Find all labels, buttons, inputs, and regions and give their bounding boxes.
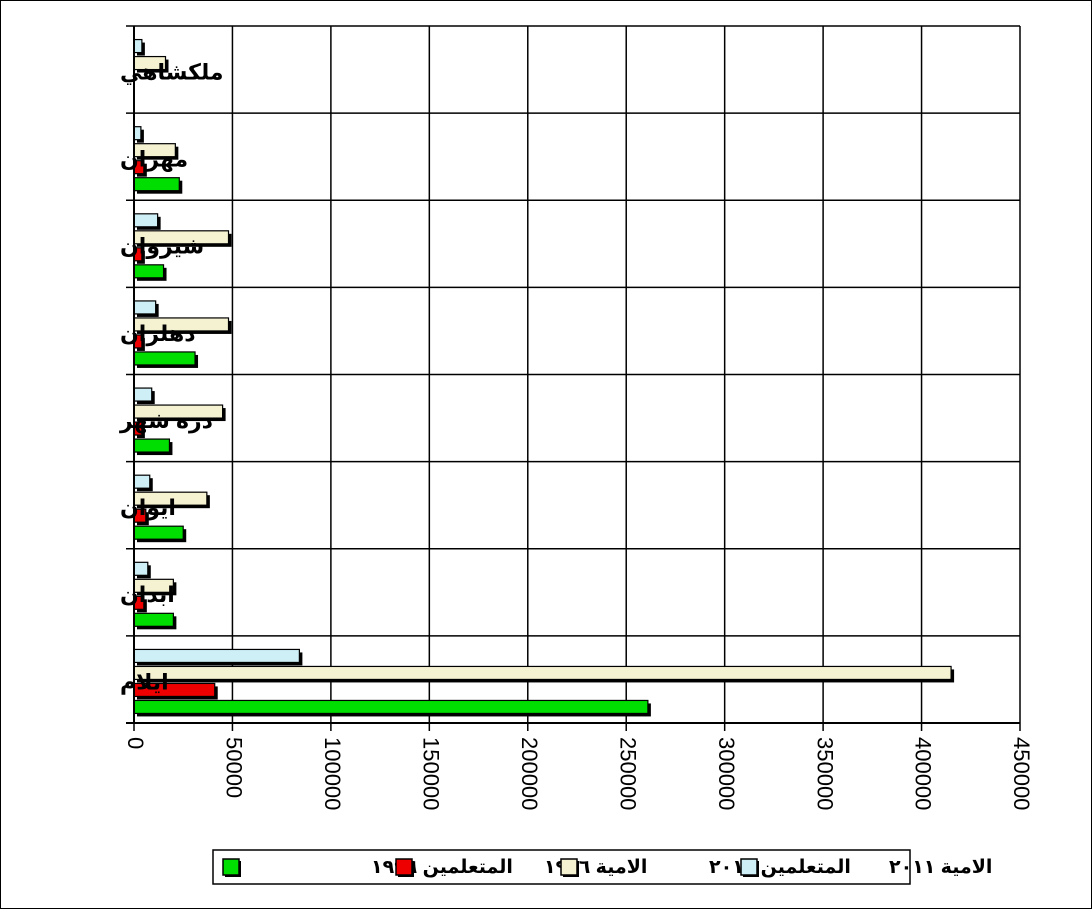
category-label: ابدان: [120, 582, 175, 607]
bar: [133, 387, 153, 402]
category-label: دهلران: [120, 321, 196, 347]
category-label: ايلام: [120, 669, 169, 694]
bar: [133, 300, 157, 315]
axes: [126, 26, 1020, 724]
x-tick-labels: 0 50000 100000 150000 200000 250000 300000 3500…: [123, 737, 1034, 810]
x-tick-label: 200000: [517, 737, 542, 810]
bars: [133, 38, 955, 717]
x-tick-label: 0: [123, 737, 148, 749]
category-label: مهران: [120, 147, 188, 173]
bar: [133, 438, 171, 453]
legend-label: الامية ١٩٩٦: [544, 857, 647, 878]
x-tick-label: 400000: [911, 737, 936, 810]
bar: [133, 665, 952, 681]
legend-swatch: [395, 858, 413, 876]
legend: المتعلمين ١٩٩٦ الامية ١٩٩٦ المتعلمين ٢٠١١ ا…: [212, 849, 992, 885]
legend-label: المتعلمين ٢٠١١: [709, 857, 851, 878]
legend-label: الامية ٢٠١١: [889, 857, 992, 878]
legend-swatch: [560, 858, 578, 876]
x-tick-label: 450000: [1009, 737, 1034, 810]
legend-swatch: [222, 858, 240, 876]
category-label: ايوان: [120, 495, 176, 521]
x-tick-label: 250000: [615, 737, 640, 810]
bar: [133, 264, 165, 279]
legend-label: المتعلمين ١٩٩٦: [371, 857, 513, 878]
bar: [133, 351, 196, 366]
bar: [133, 177, 180, 192]
bar: [133, 474, 151, 489]
grid-lines: [126, 25, 1021, 731]
bar: [133, 525, 184, 540]
bar: [133, 38, 143, 54]
category-labels: ملكشاهي مهران شيروان دهلران دره شهر ايوان ابدا…: [119, 59, 224, 694]
x-tick-label: 100000: [320, 737, 345, 810]
x-tick-label: 50000: [222, 737, 247, 798]
bar: [133, 699, 649, 715]
x-tick-label: 350000: [812, 737, 837, 810]
x-tick-label: 150000: [419, 737, 444, 810]
category-label: شيروان: [120, 234, 204, 260]
bar: [133, 561, 149, 576]
bar: [133, 213, 159, 228]
category-label: دره شهر: [119, 408, 213, 434]
bar: [133, 126, 142, 141]
bar: [133, 612, 174, 627]
legend-swatch: [740, 858, 758, 876]
x-tick-label: 300000: [714, 737, 739, 810]
bar: [133, 648, 300, 664]
category-label: ملكشاهي: [120, 59, 224, 85]
